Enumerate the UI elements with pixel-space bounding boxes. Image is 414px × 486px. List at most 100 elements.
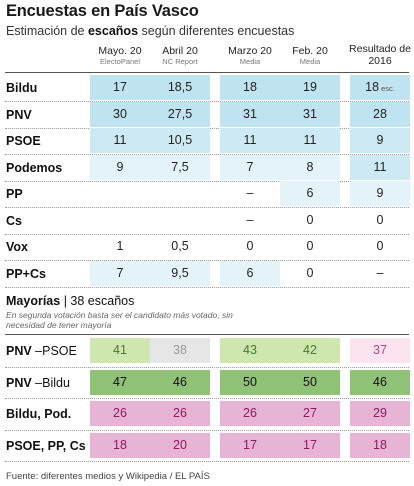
header-rule (5, 72, 409, 73)
row-rule (5, 207, 409, 208)
seat-value: 0 (246, 239, 254, 253)
seat-value: 17 (90, 75, 150, 100)
column-name: Abril 20 (162, 45, 198, 57)
column-header: Mayo. 20 ElectoPanel (90, 45, 150, 67)
seat-value: 18 esc. (350, 75, 410, 100)
party-label: Bildu (6, 81, 38, 95)
majority-value: 37 (350, 338, 410, 363)
seat-value: 9 (350, 128, 410, 153)
seat-value: 11 (350, 154, 410, 180)
seat-value (90, 181, 150, 206)
party-label: Vox (6, 240, 28, 254)
seat-value: 0,5 (171, 239, 189, 253)
majority-value: 50 (220, 369, 280, 395)
majorities-note: En segunda votación basta ser el candida… (6, 310, 233, 330)
seat-value: 30 (90, 101, 150, 127)
seat-value: – (246, 186, 254, 200)
seat-value: 10,5 (150, 128, 210, 153)
seat-value: 9 (350, 181, 410, 206)
column-header: Resultado de 2016 (347, 43, 413, 67)
majority-value: 38 (150, 338, 210, 363)
seat-value: 8 (280, 154, 340, 180)
column-name: Marzo 20 (228, 45, 272, 57)
majority-value: 42 (280, 338, 340, 363)
majority-value: 17 (220, 432, 280, 458)
party-label: Podemos (6, 160, 63, 175)
majority-value: 26 (150, 401, 210, 426)
seat-value: 11 (90, 128, 150, 153)
seat-value: 9 (90, 154, 150, 180)
seat-value: 7 (220, 154, 280, 180)
seat-value (90, 208, 150, 233)
seat-value: 0 (376, 212, 384, 227)
majority-value: 50 (280, 369, 340, 395)
majority-row-rule (5, 398, 409, 399)
column-source: Media (239, 57, 261, 66)
column-name: Mayo. 20 (98, 45, 142, 57)
seat-value: 7,5 (150, 154, 210, 180)
column-header: Marzo 20 Media (220, 45, 280, 67)
seat-value: – (246, 212, 254, 227)
majority-value: 18 (350, 432, 410, 458)
majority-value: 29 (350, 401, 410, 426)
majority-value: 17 (280, 432, 340, 458)
seat-value: 19 (280, 75, 340, 100)
row-rule (5, 180, 409, 182)
row-rule (5, 286, 409, 288)
seat-value: 27,5 (150, 101, 210, 127)
column-source: Media (299, 57, 321, 66)
majority-label: PNV –PSOE (6, 344, 77, 358)
majority-label-main: PSOE, PP, Cs (6, 438, 86, 453)
seat-value: 0 (306, 265, 314, 280)
party-label: Cs (6, 213, 22, 228)
majorities-title: Mayorías | 38 escaños (6, 294, 135, 308)
majority-label-main: PNV (6, 375, 32, 390)
majority-value: 41 (90, 338, 150, 363)
seat-value: 6 (280, 181, 340, 206)
seat-value: 28 (350, 101, 410, 127)
seat-value: 11 (280, 128, 340, 153)
seat-value: 0 (376, 239, 384, 253)
chart-subtitle: Estimación de escaños según diferentes e… (6, 24, 295, 38)
seat-value: 18,5 (150, 75, 210, 100)
seat-value: 18 (220, 75, 280, 100)
seat-value: 0 (306, 212, 314, 227)
majority-label-main: PNV (6, 344, 32, 358)
column-header: Feb. 20 Media (280, 46, 340, 67)
seat-value: 6 (220, 260, 280, 286)
seat-value: 0 (306, 239, 314, 253)
party-label: PNV (6, 107, 32, 122)
majority-label: PNV –Bildu (6, 376, 70, 390)
majority-value: 47 (90, 369, 150, 395)
seat-value (150, 181, 210, 206)
column-source: NC Report (162, 57, 198, 66)
party-label: PP+Cs (6, 266, 46, 281)
chart-title: Encuestas en País Vasco (6, 2, 199, 20)
seat-value: 1 (116, 239, 124, 253)
source-footer: Fuente: diferentes medios y Wikipedia / … (6, 471, 210, 482)
unit-note: esc. (381, 84, 395, 93)
seat-value (150, 208, 210, 233)
party-label: PSOE (6, 134, 41, 148)
column-source: ElectoPanel (99, 57, 141, 66)
row-rule (5, 233, 409, 235)
majority-label-partner: –PSOE (31, 344, 77, 358)
majority-label-main: Bildu, Pod. (6, 407, 72, 421)
seat-value: 11 (220, 128, 280, 153)
majority-value: 46 (150, 369, 210, 395)
majority-label-partner: –Bildu (31, 375, 70, 390)
party-label: PP (6, 187, 23, 201)
seat-value: 9,5 (150, 260, 210, 286)
seat-value: 7 (90, 260, 150, 286)
majority-value: 46 (350, 369, 410, 395)
majority-value: 20 (150, 432, 210, 458)
majority-value: 26 (220, 401, 280, 426)
column-header: Abril 20 NC Report (150, 45, 210, 67)
majority-value: 43 (220, 338, 280, 363)
majorities-rule (5, 334, 409, 335)
seat-value: 31 (220, 101, 280, 127)
seat-value: – (376, 265, 384, 280)
column-name: Resultado de 2016 (349, 43, 411, 67)
majority-value: 18 (90, 432, 150, 458)
seat-value: 31 (280, 101, 340, 127)
